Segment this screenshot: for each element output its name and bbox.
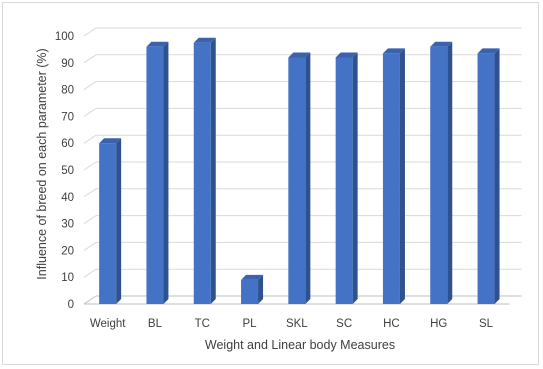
- bar: [146, 41, 169, 304]
- bar-front: [430, 46, 448, 304]
- bar-side: [352, 52, 358, 304]
- y-tick-label: 0: [68, 299, 74, 311]
- bar: [241, 274, 264, 304]
- y-tick-label: 10: [61, 272, 74, 284]
- bar-side: [258, 274, 264, 304]
- x-tick-label: PL: [243, 318, 258, 330]
- y-tick-label: 70: [61, 111, 74, 123]
- x-axis-tick-labels: Weight BL TC PL SKL SC HC HG SL: [90, 318, 494, 330]
- bar-side: [210, 37, 216, 304]
- x-tick-label: HG: [430, 318, 447, 330]
- bar-front: [99, 143, 117, 304]
- bar: [193, 37, 216, 304]
- bar: [288, 52, 311, 304]
- y-axis-title: Influence of breed on each parameter (%): [35, 48, 49, 279]
- gridline-depth: [83, 81, 97, 91]
- gridline-depth: [83, 295, 97, 305]
- bar-top: [193, 37, 216, 43]
- bar-front: [288, 57, 306, 304]
- x-tick-label: Weight: [90, 318, 126, 330]
- x-tick-label: SL: [479, 318, 494, 330]
- y-tick-label: 100: [55, 31, 74, 43]
- x-axis-title: Weight and Linear body Measures: [205, 338, 395, 352]
- bar-front: [335, 57, 353, 304]
- bar-front: [241, 279, 259, 304]
- bar: [99, 138, 122, 304]
- bar-top: [477, 48, 500, 54]
- y-tick-label: 50: [61, 165, 74, 177]
- bar-top: [335, 52, 358, 58]
- bar: [335, 52, 358, 304]
- gridline-depth: [83, 188, 97, 198]
- bar-side: [163, 41, 169, 304]
- bars: [99, 37, 500, 304]
- y-tick-label: 40: [61, 192, 74, 204]
- gridline-depth: [83, 215, 97, 225]
- bar-top: [99, 138, 122, 144]
- bar-front: [193, 42, 211, 304]
- bar: [382, 48, 405, 304]
- y-tick-label: 30: [61, 219, 74, 231]
- bar-front: [382, 53, 400, 304]
- x-tick-label: SKL: [286, 318, 308, 330]
- bar-top: [146, 41, 169, 47]
- bar-side: [494, 48, 500, 304]
- bar-top: [382, 48, 405, 54]
- y-tick-label: 20: [61, 245, 74, 257]
- bar: [477, 48, 500, 304]
- x-tick-label: TC: [195, 318, 210, 330]
- bar-side: [116, 138, 122, 304]
- y-tick-label: 80: [61, 85, 74, 97]
- gridline-depth: [83, 268, 97, 278]
- bar-side: [447, 41, 453, 304]
- bar-front: [477, 53, 495, 304]
- gridline-depth: [83, 134, 97, 144]
- x-tick-label: SC: [336, 318, 352, 330]
- gridline-depth: [83, 27, 97, 37]
- gridline-depth: [83, 54, 97, 64]
- bar-side: [305, 52, 311, 304]
- bar-top: [430, 41, 453, 47]
- bar-side: [399, 48, 405, 304]
- bar-front: [146, 46, 164, 304]
- gridline-depth: [83, 107, 97, 117]
- gridline-depth: [83, 161, 97, 171]
- x-tick-label: HC: [383, 318, 400, 330]
- bar-top: [288, 52, 311, 58]
- x-tick-label: BL: [148, 318, 163, 330]
- bar-top: [241, 274, 264, 280]
- bar: [430, 41, 453, 304]
- y-tick-label: 90: [61, 58, 74, 70]
- y-tick-label: 60: [61, 138, 74, 150]
- gridline-depth: [83, 241, 97, 251]
- y-axis-tick-labels: 0 10 20 30 40 50 60 70 80 90 100: [55, 31, 74, 311]
